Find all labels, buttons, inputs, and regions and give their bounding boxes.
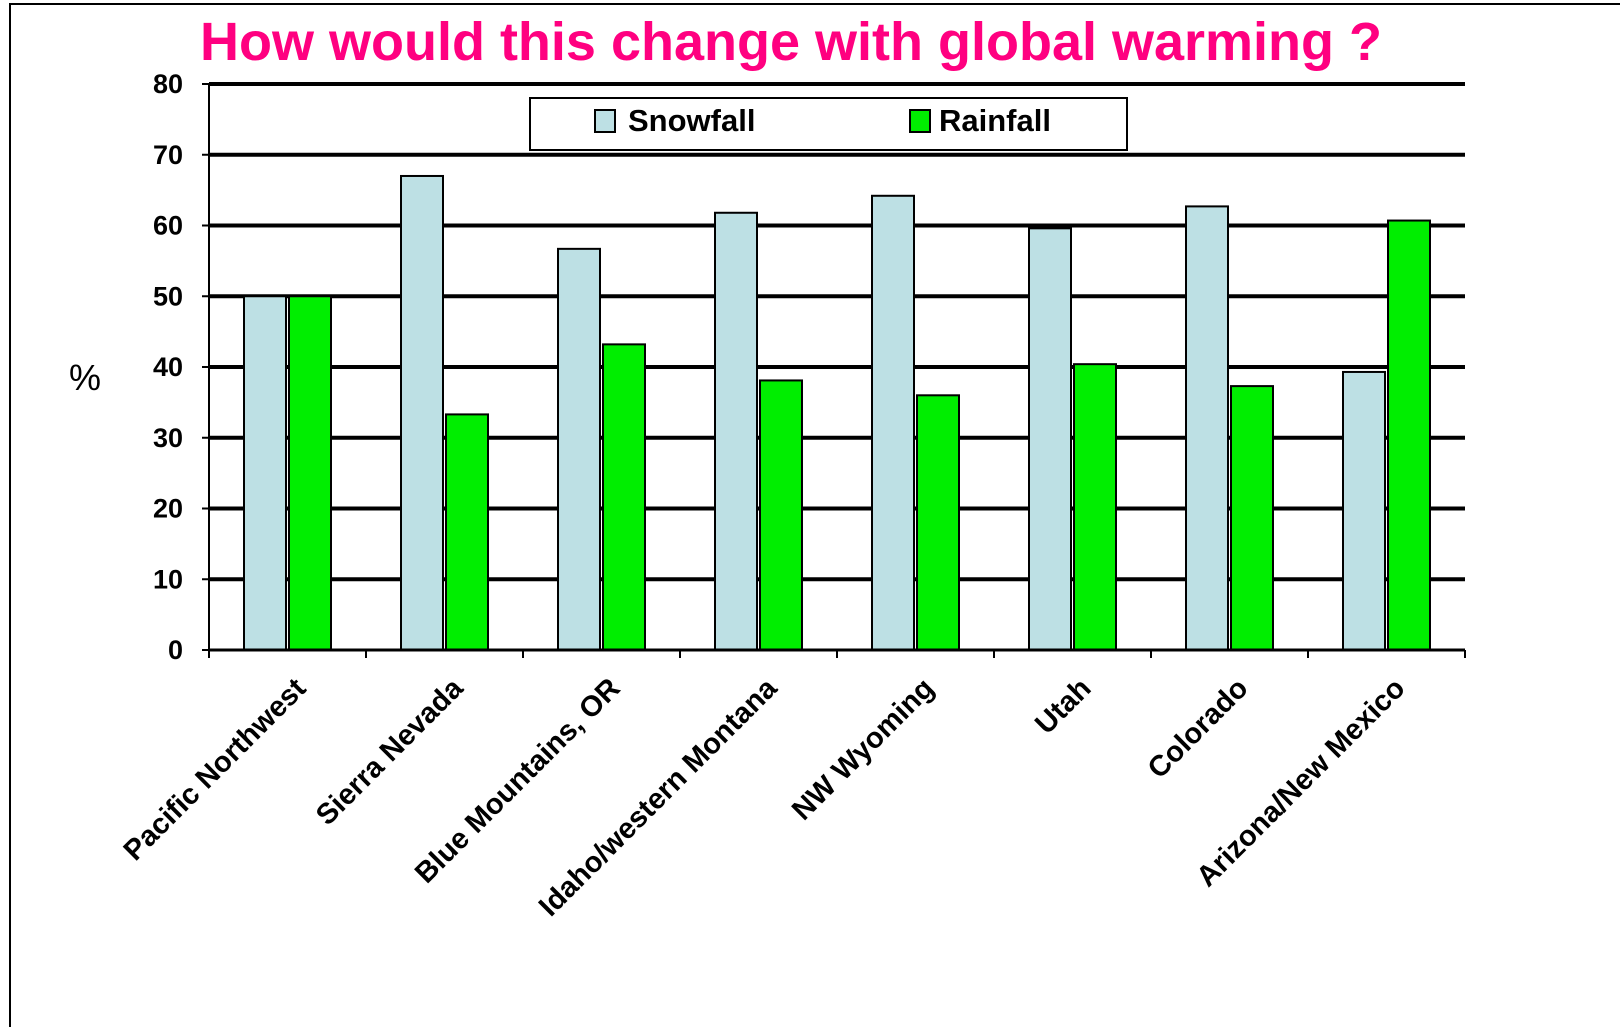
y-tick-label: 40: [153, 352, 183, 382]
bar-snowfall: [714, 211, 758, 651]
legend-box: [529, 97, 1128, 151]
legend-label-snowfall: Snowfall: [628, 103, 755, 138]
x-tick-label: Colorado: [1142, 672, 1255, 785]
y-tick-label: 0: [168, 635, 183, 665]
bar-snowfall: [243, 295, 287, 651]
bar-rainfall: [1387, 219, 1431, 652]
x-tick-label: NW Wyoming: [786, 672, 940, 826]
y-tick-label: 30: [153, 423, 183, 453]
bar-rainfall: [1230, 385, 1274, 651]
legend-label-rainfall: Rainfall: [939, 103, 1051, 138]
y-tick-label: 50: [153, 281, 183, 311]
bar-snowfall: [400, 174, 444, 651]
y-tick-label: 10: [153, 564, 183, 594]
y-tick-label: 60: [153, 211, 183, 241]
x-tick-label: Sierra Nevada: [310, 672, 470, 832]
bar-snowfall: [1028, 227, 1072, 652]
bar-rainfall: [288, 295, 332, 651]
chart-title: How would this change with global warmin…: [200, 12, 1383, 72]
bar-rainfall: [759, 379, 803, 651]
x-tick-label: Utah: [1029, 672, 1097, 740]
y-axis-label: %: [69, 357, 101, 398]
bar-rainfall: [602, 343, 646, 651]
bar-snowfall: [1342, 370, 1386, 651]
slide-frame: [9, 3, 1620, 1027]
y-tick-label: 70: [153, 140, 183, 170]
bar-snowfall: [557, 247, 601, 651]
bar-rainfall: [445, 413, 489, 651]
legend-swatch-snowfall: [594, 109, 616, 133]
y-tick-label: 80: [153, 69, 183, 99]
legend-swatch-rainfall: [909, 109, 931, 133]
y-tick-label: 20: [153, 494, 183, 524]
bar-snowfall: [1185, 205, 1229, 652]
x-tick-label: Pacific Northwest: [118, 672, 313, 867]
bar-rainfall: [916, 394, 960, 651]
bar-rainfall: [1073, 363, 1117, 651]
bar-snowfall: [871, 194, 915, 651]
